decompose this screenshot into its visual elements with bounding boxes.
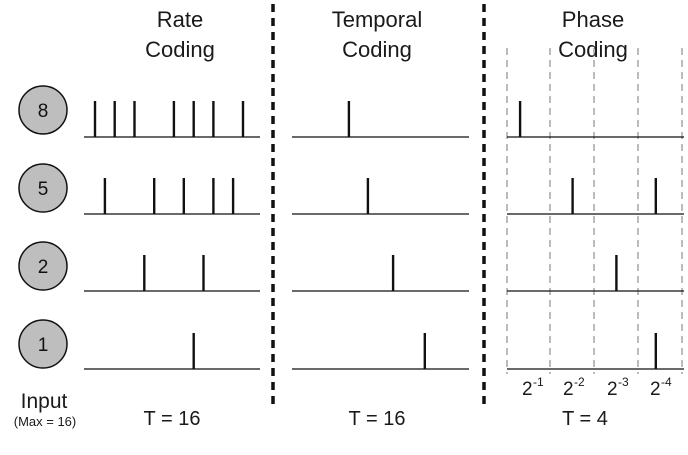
phase-weight-1: 2 -2	[563, 375, 585, 400]
svg-text:2: 2	[522, 379, 533, 400]
svg-text:2: 2	[650, 379, 661, 400]
rate-title-line1: Rate	[157, 7, 203, 32]
svg-text:-1: -1	[533, 375, 544, 389]
baselines	[84, 136, 684, 370]
input-label: Input	[21, 390, 68, 413]
svg-text:-4: -4	[661, 375, 672, 389]
temporal-title-line1: Temporal	[332, 7, 422, 32]
input-circle-2: 2	[18, 241, 68, 291]
input-sublabel: (Max = 16)	[14, 414, 77, 429]
input-value-8: 8	[38, 101, 49, 122]
phase-weight-2: 2 -3	[607, 375, 629, 400]
phase-title-line1: Phase	[562, 7, 624, 32]
phase-weight-0: 2 -1	[522, 375, 544, 400]
phase-dividers	[506, 48, 683, 374]
svg-text:2: 2	[563, 379, 574, 400]
temporal-title-line2: Coding	[342, 37, 412, 62]
spike-marks	[93, 101, 657, 369]
rate-footer: T = 16	[144, 408, 201, 430]
svg-text:-2: -2	[574, 375, 585, 389]
input-circle-5: 5	[18, 163, 68, 213]
phase-title-line2: Coding	[558, 37, 628, 62]
input-value-2: 2	[38, 257, 49, 278]
svg-text:-3: -3	[618, 375, 629, 389]
svg-text:2: 2	[607, 379, 618, 400]
phase-footer: T = 4	[562, 408, 608, 430]
input-circle-8: 8	[18, 85, 68, 135]
phase-weight-3: 2 -4	[650, 375, 672, 400]
input-value-1: 1	[38, 335, 49, 356]
input-value-5: 5	[38, 179, 49, 200]
rate-title-line2: Coding	[145, 37, 215, 62]
temporal-footer: T = 16	[349, 408, 406, 430]
input-circle-1: 1	[18, 319, 68, 369]
